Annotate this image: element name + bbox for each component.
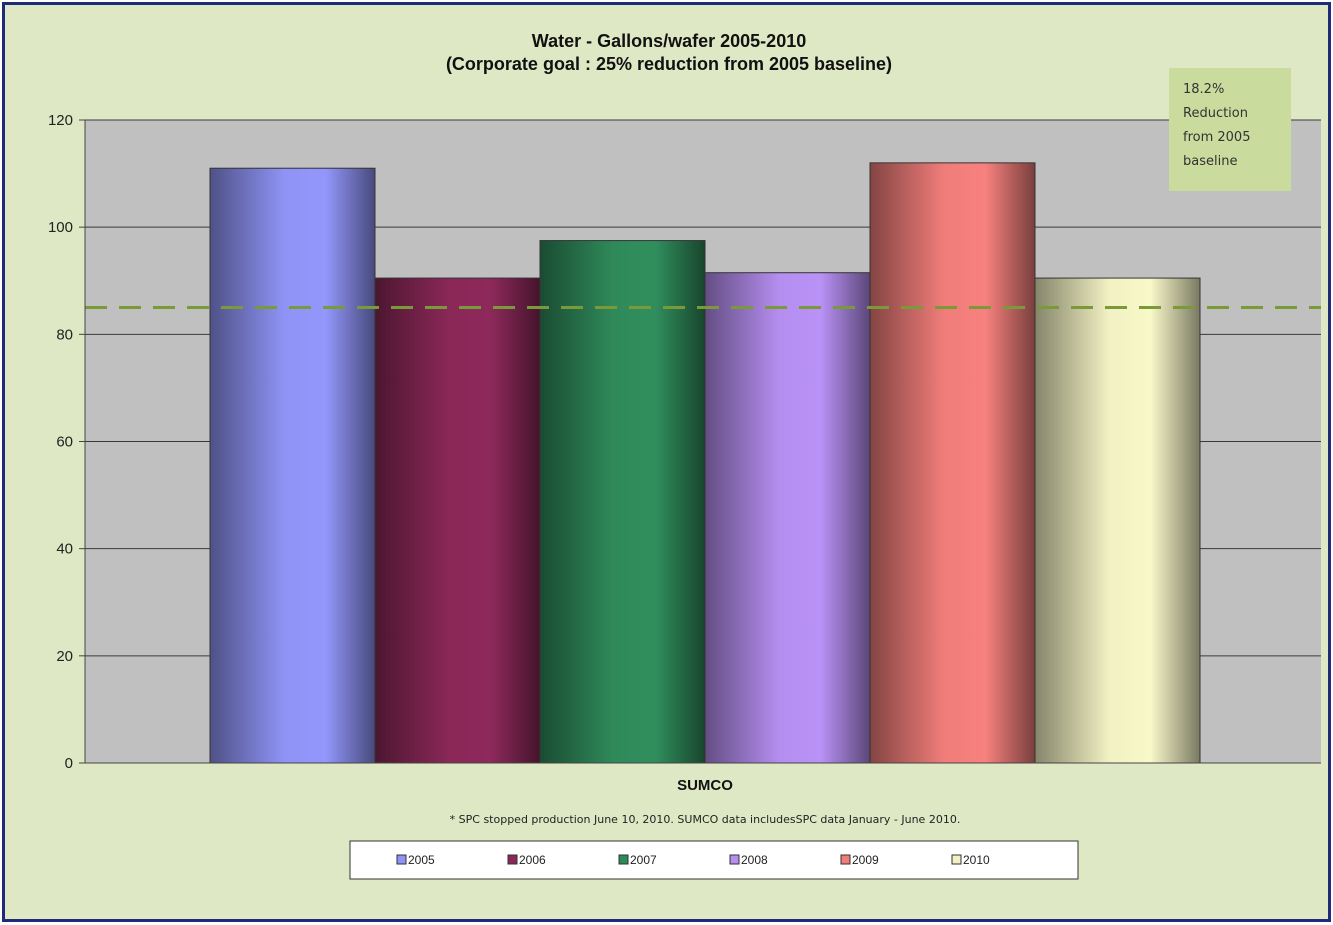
y-tick-label: 0 — [65, 755, 73, 772]
legend-label-2009: 2009 — [852, 853, 879, 867]
legend-swatch-2005 — [396, 854, 407, 865]
bar-2005 — [209, 167, 376, 764]
legend-swatch-2008 — [729, 854, 740, 865]
bar-2010 — [1034, 277, 1201, 764]
y-tick-label: 80 — [56, 326, 73, 343]
x-axis-category-label: SUMCO — [677, 777, 733, 794]
annotation-box — [1169, 68, 1291, 191]
legend-label-2010: 2010 — [963, 853, 990, 867]
legend-label-2008: 2008 — [741, 853, 768, 867]
legend-swatch-2006 — [507, 854, 518, 865]
footnote: * SPC stopped production June 10, 2010. … — [450, 813, 961, 826]
annotation-line-3: from 2005 — [1183, 130, 1250, 145]
bar-2006 — [374, 277, 541, 764]
y-tick-label: 120 — [48, 112, 73, 129]
water-usage-chart: Water - Gallons/wafer 2005-2010 (Corpora… — [48, 31, 1321, 880]
legend-label-2005: 2005 — [408, 853, 435, 867]
bar-2009 — [869, 162, 1036, 764]
annotation-line-1: 18.2% — [1183, 82, 1224, 97]
annotation-line-4: baseline — [1183, 154, 1237, 169]
chart-subtitle: (Corporate goal : 25% reduction from 200… — [446, 54, 892, 74]
legend-swatch-2009 — [840, 854, 851, 865]
legend-swatch-2010 — [951, 854, 962, 865]
bar-2007 — [539, 240, 706, 764]
annotation-line-2: Reduction — [1183, 106, 1248, 121]
bar-2008 — [704, 272, 871, 764]
y-tick-label: 20 — [56, 648, 73, 665]
legend-swatch-2007 — [618, 854, 629, 865]
legend-label-2006: 2006 — [519, 853, 546, 867]
legend-label-2007: 2007 — [630, 853, 657, 867]
y-tick-label: 100 — [48, 219, 73, 236]
y-tick-label: 40 — [56, 541, 73, 558]
chart-title: Water - Gallons/wafer 2005-2010 — [532, 31, 806, 51]
y-tick-label: 60 — [56, 434, 73, 451]
